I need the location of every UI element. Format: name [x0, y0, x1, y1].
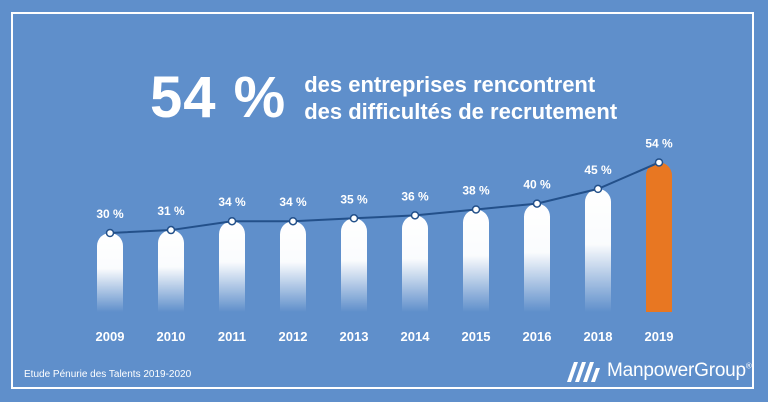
year-label-2012: 2012 [279, 329, 308, 344]
white-frame [11, 12, 754, 389]
value-label-2010: 31 % [157, 204, 185, 218]
bar-2014 [402, 215, 428, 312]
bar-2016 [524, 203, 550, 312]
bar-2018 [585, 188, 611, 312]
headline-line-1: des entreprises rencontrent [304, 71, 596, 97]
brand-name: ManpowerGroup® [607, 360, 752, 381]
point-2010 [166, 225, 176, 235]
value-labels: 30 % 31 % 34 % 34 % 35 % 36 % 38 % 40 % 45 % 54 % [96, 136, 673, 221]
manpowergroup-logo: ManpowerGroup® [565, 356, 752, 386]
point-2014 [410, 211, 420, 220]
year-label-2010: 2010 [157, 329, 186, 344]
headline-stat: 54 % [150, 65, 287, 130]
year-label-2009: 2009 [96, 329, 125, 344]
year-label-2019: 2019 [645, 329, 674, 344]
bar-2009 [97, 233, 123, 312]
headline-line-2: des difficultés de recrutement [304, 99, 618, 124]
value-label-2011: 34 % [218, 195, 246, 209]
point-2011 [227, 216, 237, 226]
year-label-2013: 2013 [340, 329, 369, 344]
year-label-2018: 2018 [584, 329, 613, 344]
value-label-2016: 40 % [523, 178, 551, 192]
value-label-2013: 35 % [340, 192, 368, 206]
year-label-2015: 2015 [462, 329, 491, 344]
value-label-2014: 36 % [401, 189, 429, 203]
year-label-2014: 2014 [401, 329, 431, 344]
value-label-2019: 54 % [645, 136, 673, 150]
point-2016 [532, 199, 542, 208]
trend-polyline [109, 161, 660, 234]
bars [97, 162, 672, 312]
bar-2019 [646, 162, 672, 312]
bar-2013 [341, 218, 367, 312]
value-label-2009: 30 % [96, 207, 124, 221]
bar-2015 [463, 209, 489, 312]
value-label-2015: 38 % [462, 183, 490, 197]
point-2015 [471, 205, 481, 214]
source-note: Etude Pénurie des Talents 2019-2020 [24, 369, 192, 380]
bar-2011 [219, 221, 245, 312]
year-label-2016: 2016 [523, 329, 552, 344]
manpowergroup-logo-icon [567, 362, 600, 382]
headline: 54 % des entreprises rencontrent des dif… [150, 66, 617, 130]
point-2018 [593, 184, 603, 194]
point-2019 [654, 158, 664, 167]
bar-2010 [158, 230, 184, 312]
point-2009 [105, 228, 115, 238]
value-label-2012: 34 % [279, 195, 307, 209]
point-2013 [349, 214, 359, 223]
year-label-2011: 2011 [218, 329, 246, 344]
x-axis-labels: 2009 2010 2011 2012 2013 2014 2015 2016 2018 2019 [96, 329, 674, 344]
trend-line [105, 158, 664, 238]
bar-2012 [280, 221, 306, 312]
value-label-2018: 45 % [584, 163, 612, 177]
headline-text: des entreprises rencontrent des difficul… [304, 71, 617, 126]
point-2012 [288, 216, 298, 226]
